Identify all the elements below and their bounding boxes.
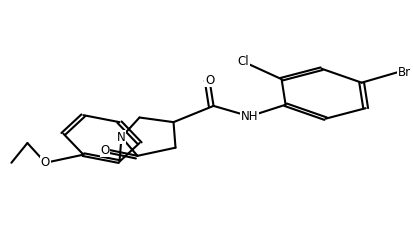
Text: NH: NH bbox=[241, 110, 258, 123]
Text: Cl: Cl bbox=[238, 55, 249, 68]
Text: O: O bbox=[205, 74, 214, 87]
Text: O: O bbox=[41, 156, 50, 169]
Text: Br: Br bbox=[398, 66, 411, 79]
Text: O: O bbox=[100, 144, 109, 157]
Text: N: N bbox=[117, 131, 126, 144]
